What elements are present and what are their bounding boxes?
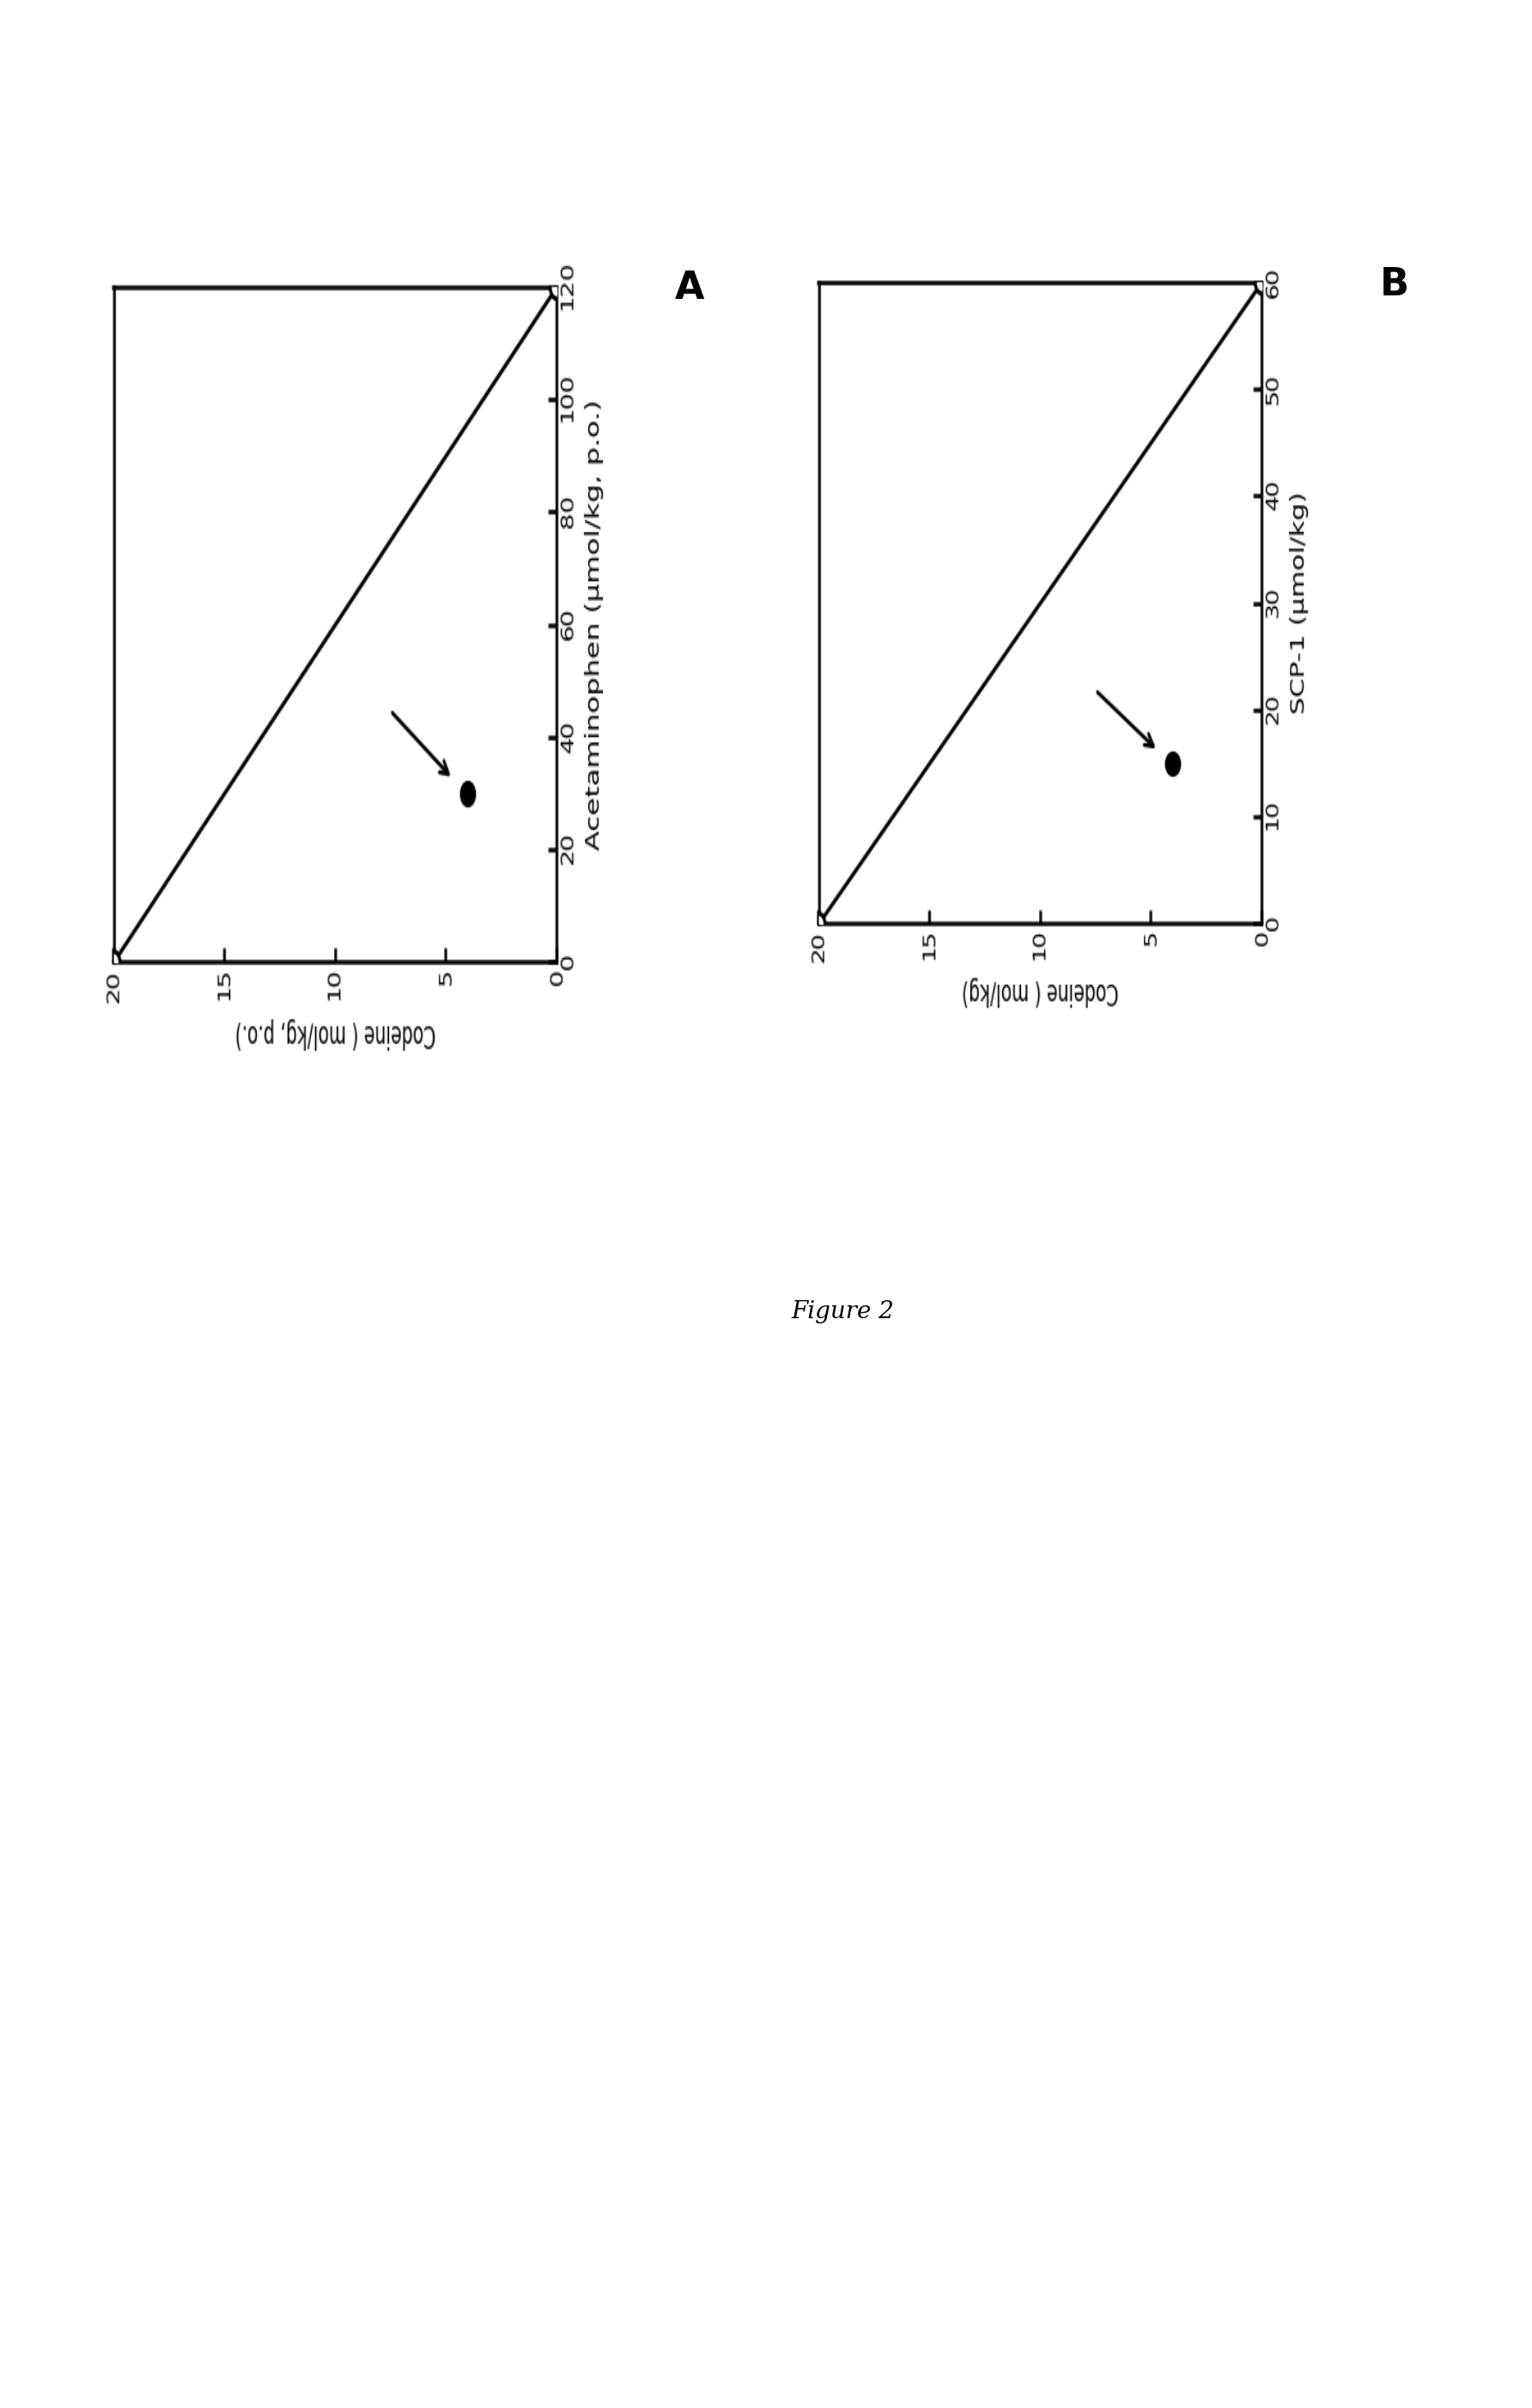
Text: Figure 2: Figure 2 bbox=[791, 1300, 895, 1324]
Text: B: B bbox=[1380, 265, 1409, 303]
Text: A: A bbox=[676, 270, 705, 306]
